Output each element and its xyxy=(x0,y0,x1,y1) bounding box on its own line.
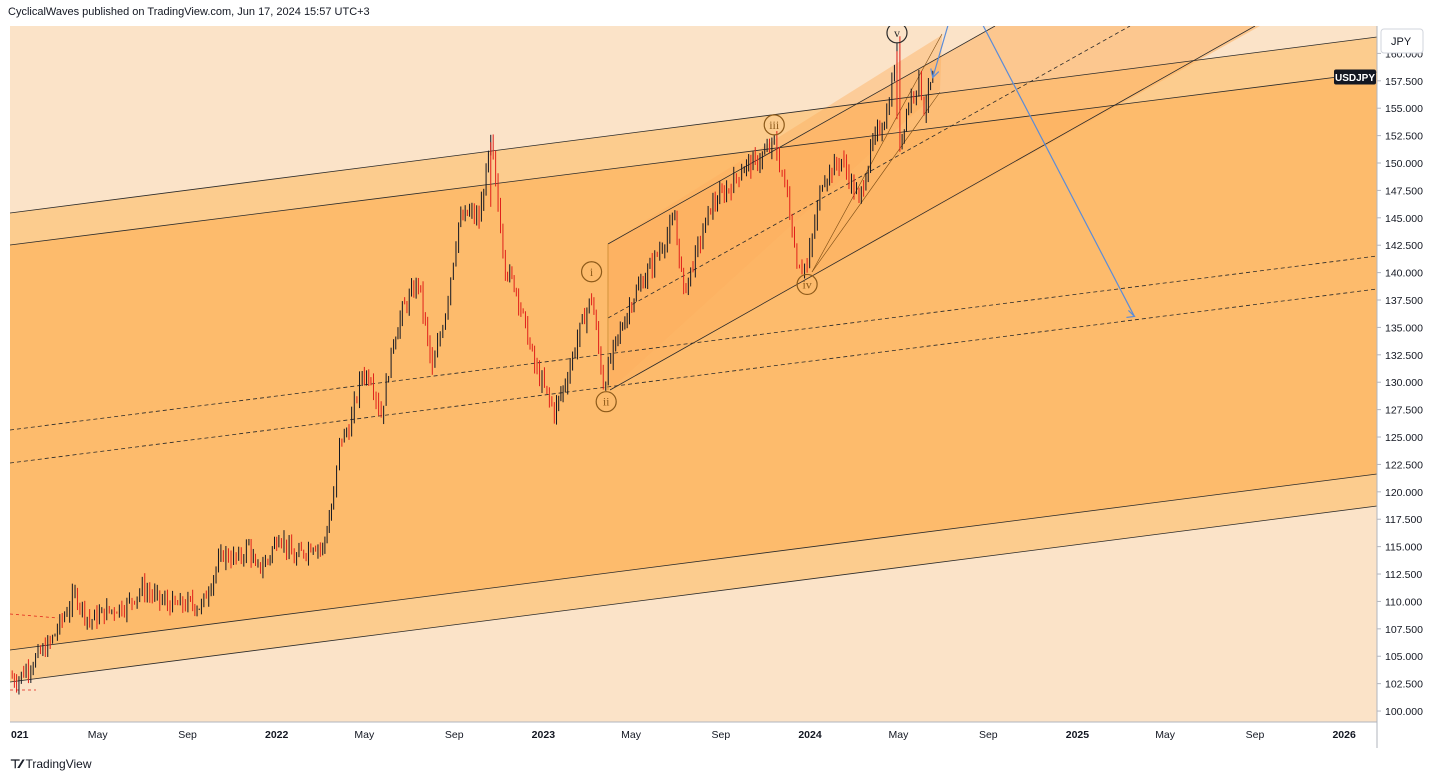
footer: ⊤⁄⁄ TradingView xyxy=(10,757,92,771)
projection-arrowhead xyxy=(1126,310,1136,319)
publish-header: CyclicalWaves published on TradingView.c… xyxy=(8,6,370,18)
x-tick-label: 2023 xyxy=(532,729,556,741)
outer-channel-bottom-line xyxy=(10,505,1377,683)
y-tick-label: 137.500 xyxy=(1385,295,1423,307)
y-tick-label: 120.000 xyxy=(1385,487,1423,499)
y-tick-label: 102.500 xyxy=(1385,679,1423,691)
wedge-upper-line xyxy=(811,33,943,273)
wave-box-fill xyxy=(608,35,942,390)
wave-label-ii: ii xyxy=(603,395,610,409)
y-tick-label: 105.000 xyxy=(1385,651,1423,663)
y-tick-label: 150.000 xyxy=(1385,158,1423,170)
x-tick-label: Sep xyxy=(178,729,197,741)
y-tick-label: 152.500 xyxy=(1385,131,1423,143)
channel-midline-lower xyxy=(10,288,1377,464)
y-tick-label: 117.500 xyxy=(1385,514,1422,526)
x-tick-label: 2025 xyxy=(1066,729,1090,741)
y-tick-label: 122.500 xyxy=(1385,459,1423,471)
wedge-lower-line xyxy=(811,91,941,273)
currency-label: JPY xyxy=(1380,28,1424,54)
x-tick-label: Sep xyxy=(712,729,731,741)
wave-label-iv: iv xyxy=(802,277,811,291)
y-tick-label: 157.500 xyxy=(1385,76,1423,88)
y-tick-label: 132.500 xyxy=(1385,350,1423,362)
drawing-layer xyxy=(10,26,1377,691)
wave-label-circle xyxy=(580,261,603,283)
published-text: CyclicalWaves published on TradingView.c… xyxy=(8,6,370,18)
x-tick-label: 2022 xyxy=(265,729,289,741)
y-tick-label: 147.500 xyxy=(1385,185,1423,197)
y-axis[interactable]: 160.000157.500155.000152.500150.000147.5… xyxy=(1334,48,1423,718)
reference-line-upper xyxy=(10,613,59,619)
inner-channel-top-line xyxy=(10,71,1377,246)
currency-text: JPY xyxy=(1391,36,1412,48)
x-tick-label: Sep xyxy=(1246,729,1265,741)
x-tick-label: Sep xyxy=(445,729,464,741)
y-tick-label: 135.000 xyxy=(1385,322,1423,334)
y-tick-label: 127.500 xyxy=(1385,405,1423,417)
y-tick-label: 142.500 xyxy=(1385,240,1423,252)
inner-channel-fill xyxy=(10,72,1377,650)
price-series xyxy=(11,36,934,695)
wave-label-v: v xyxy=(894,26,900,40)
wave-label-iii: iii xyxy=(769,118,780,132)
outer-channel-top-line xyxy=(10,36,1377,214)
y-tick-label: 140.000 xyxy=(1385,268,1423,280)
brand-name: TradingView xyxy=(25,757,92,771)
y-tick-label: 115.000 xyxy=(1385,542,1422,554)
last-price-badge xyxy=(1334,69,1376,85)
last-price-symbol: USDJPY xyxy=(1335,73,1375,84)
wave-channel-bottom-line xyxy=(609,26,1256,391)
wave-label-circle xyxy=(595,391,617,413)
x-tick-label: 021 xyxy=(11,729,29,741)
inner-channel-bottom-line xyxy=(10,473,1377,651)
y-tick-label: 125.000 xyxy=(1385,432,1423,444)
y-tick-label: 155.000 xyxy=(1385,103,1423,115)
x-axis[interactable]: 021 May Sep 2022 May Sep 2023 May Sep 2024 May Sep 2… xyxy=(11,729,1356,741)
x-tick-label: May xyxy=(621,729,642,741)
y-tick-label: 145.000 xyxy=(1385,213,1423,225)
wave-label-circle xyxy=(796,273,818,296)
y-tick-label: 112.500 xyxy=(1385,569,1422,581)
wave-label-circle xyxy=(763,114,785,136)
projection-path xyxy=(932,26,1135,317)
wave-label-circle xyxy=(886,26,908,44)
wave-label-i: i xyxy=(590,265,594,279)
x-tick-label: May xyxy=(1155,729,1176,741)
tradingview-logo-icon: ⊤⁄⁄ xyxy=(10,757,23,771)
y-tick-label: 107.500 xyxy=(1385,624,1423,636)
y-tick-label: 130.000 xyxy=(1385,377,1423,389)
x-tick-label: May xyxy=(354,729,375,741)
x-tick-label: Sep xyxy=(979,729,998,741)
x-tick-label: May xyxy=(88,729,109,741)
x-tick-label: 2024 xyxy=(798,729,822,741)
wave-channel-top-line xyxy=(607,26,996,245)
y-tick-label: 110.000 xyxy=(1385,596,1422,608)
y-tick-label: 100.000 xyxy=(1385,706,1423,718)
x-tick-label: May xyxy=(889,729,910,741)
x-tick-label: 2026 xyxy=(1332,729,1356,741)
projection-start-arrowhead xyxy=(930,68,940,79)
